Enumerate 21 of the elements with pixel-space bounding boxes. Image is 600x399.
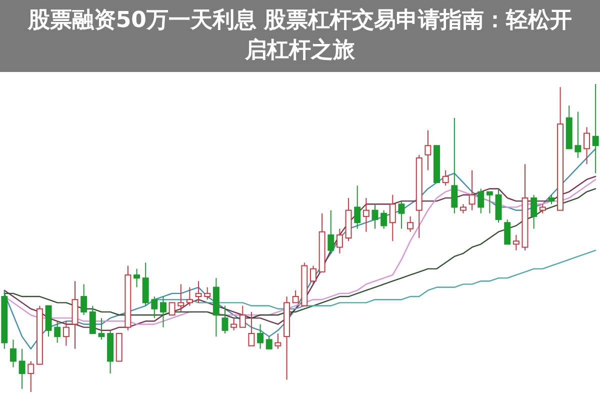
chart-title: 股票融资50万一天利息 股票杠杆交易申请指南：轻松开启杠杆之旅 xyxy=(0,0,600,72)
candlestick xyxy=(592,84,599,174)
candlestick xyxy=(257,324,264,350)
candlestick xyxy=(142,262,149,306)
candlestick xyxy=(362,197,370,232)
candlestick xyxy=(424,130,432,171)
candlestick xyxy=(389,194,396,242)
candlestick xyxy=(62,320,70,346)
candlestick xyxy=(478,188,484,214)
candlestick xyxy=(28,360,34,392)
candlestick xyxy=(72,280,78,350)
candlestick xyxy=(186,286,193,306)
candlestick xyxy=(451,117,458,214)
candlestick xyxy=(18,348,26,390)
candlestick xyxy=(10,339,16,368)
candlestick xyxy=(584,126,590,165)
candlestick xyxy=(212,278,220,338)
candlestick xyxy=(354,185,361,230)
candlestick xyxy=(468,170,476,211)
candlestick xyxy=(522,164,528,251)
candlestick xyxy=(372,204,378,230)
